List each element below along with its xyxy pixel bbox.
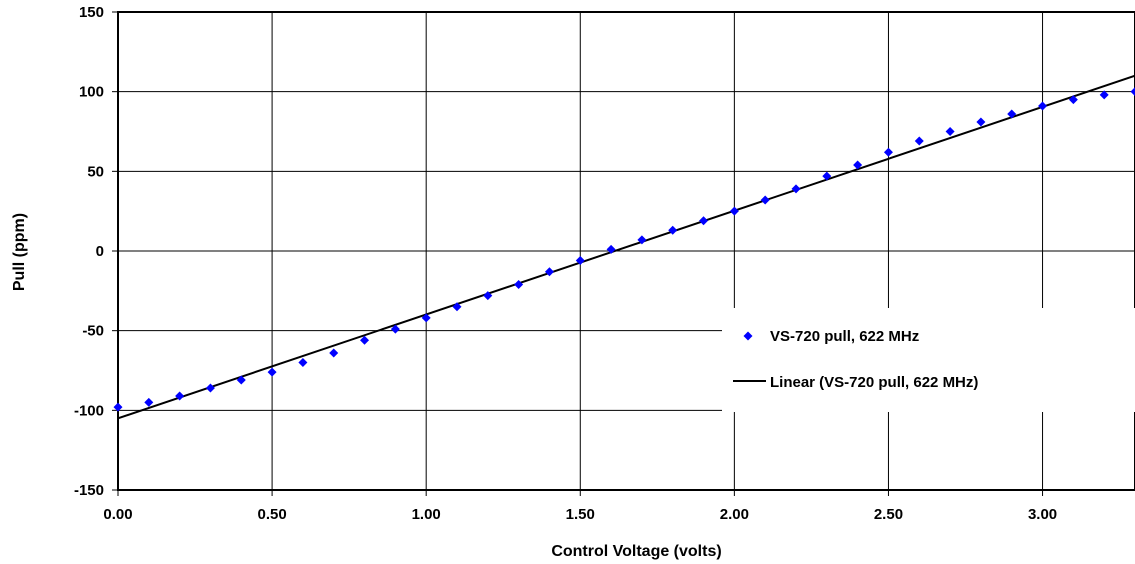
data-point [483, 291, 493, 301]
y-tick-label: 50 [87, 163, 104, 180]
data-point [175, 391, 185, 401]
y-tick-labels: 150 100 50 0 -50 -100 -150 [74, 4, 118, 499]
data-point [699, 216, 709, 226]
data-point [976, 117, 986, 127]
series-layer [113, 74, 1135, 420]
data-point [1038, 101, 1048, 111]
legend-box [722, 308, 1135, 412]
x-tick-label: 2.00 [720, 506, 749, 523]
legend-label-line: Linear (VS-720 pull, 622 MHz) [770, 374, 978, 391]
data-point [452, 302, 462, 312]
data-point [113, 402, 123, 412]
data-point [637, 235, 647, 245]
data-point [421, 313, 431, 323]
gridlines [117, 11, 1135, 491]
trendline [117, 74, 1135, 420]
data-point [236, 375, 246, 385]
data-point [544, 267, 554, 277]
x-tick-label: 2.50 [874, 506, 903, 523]
data-point [914, 136, 924, 146]
y-tick-label: 0 [96, 243, 104, 260]
data-point [945, 127, 955, 136]
x-tick-label: 3.00 [1028, 506, 1057, 523]
y-axis-title: Pull (ppm) [11, 213, 28, 291]
x-axis-title: Control Voltage (volts) [551, 543, 721, 560]
data-point [822, 171, 832, 181]
x-tick-label: 1.50 [566, 506, 595, 523]
legend: VS-720 pull, 622 MHz Linear (VS-720 pull… [722, 308, 1135, 412]
data-point [606, 244, 616, 254]
data-point [791, 184, 801, 194]
data-point [144, 397, 154, 407]
y-tick-label: -150 [74, 482, 104, 499]
data-point [329, 348, 339, 358]
data-point [360, 335, 370, 345]
data-point [390, 324, 400, 334]
x-tick-label: 0.50 [257, 506, 286, 523]
x-tick-label: 1.00 [412, 506, 441, 523]
data-point [668, 225, 678, 235]
data-point [883, 147, 893, 157]
y-tick-label: 100 [79, 84, 104, 101]
data-point [298, 358, 308, 368]
data-point [1099, 90, 1109, 100]
data-point [1007, 109, 1017, 119]
y-tick-label: -50 [82, 323, 104, 340]
x-tick-labels: 0.00 0.50 1.00 1.50 2.00 2.50 3.00 [103, 490, 1057, 523]
legend-label-points: VS-720 pull, 622 MHz [770, 328, 919, 345]
data-point [853, 160, 863, 170]
data-point [575, 256, 585, 266]
data-point [267, 367, 277, 377]
y-tick-label: 150 [79, 4, 104, 21]
data-point [514, 279, 524, 289]
data-point [729, 206, 739, 216]
data-point [205, 383, 215, 393]
legend-marker-points [743, 331, 753, 341]
x-tick-label: 0.00 [103, 506, 132, 523]
data-point [760, 195, 770, 205]
data-point [1130, 87, 1135, 97]
data-point [1068, 95, 1078, 105]
y-tick-label: -100 [74, 402, 104, 419]
